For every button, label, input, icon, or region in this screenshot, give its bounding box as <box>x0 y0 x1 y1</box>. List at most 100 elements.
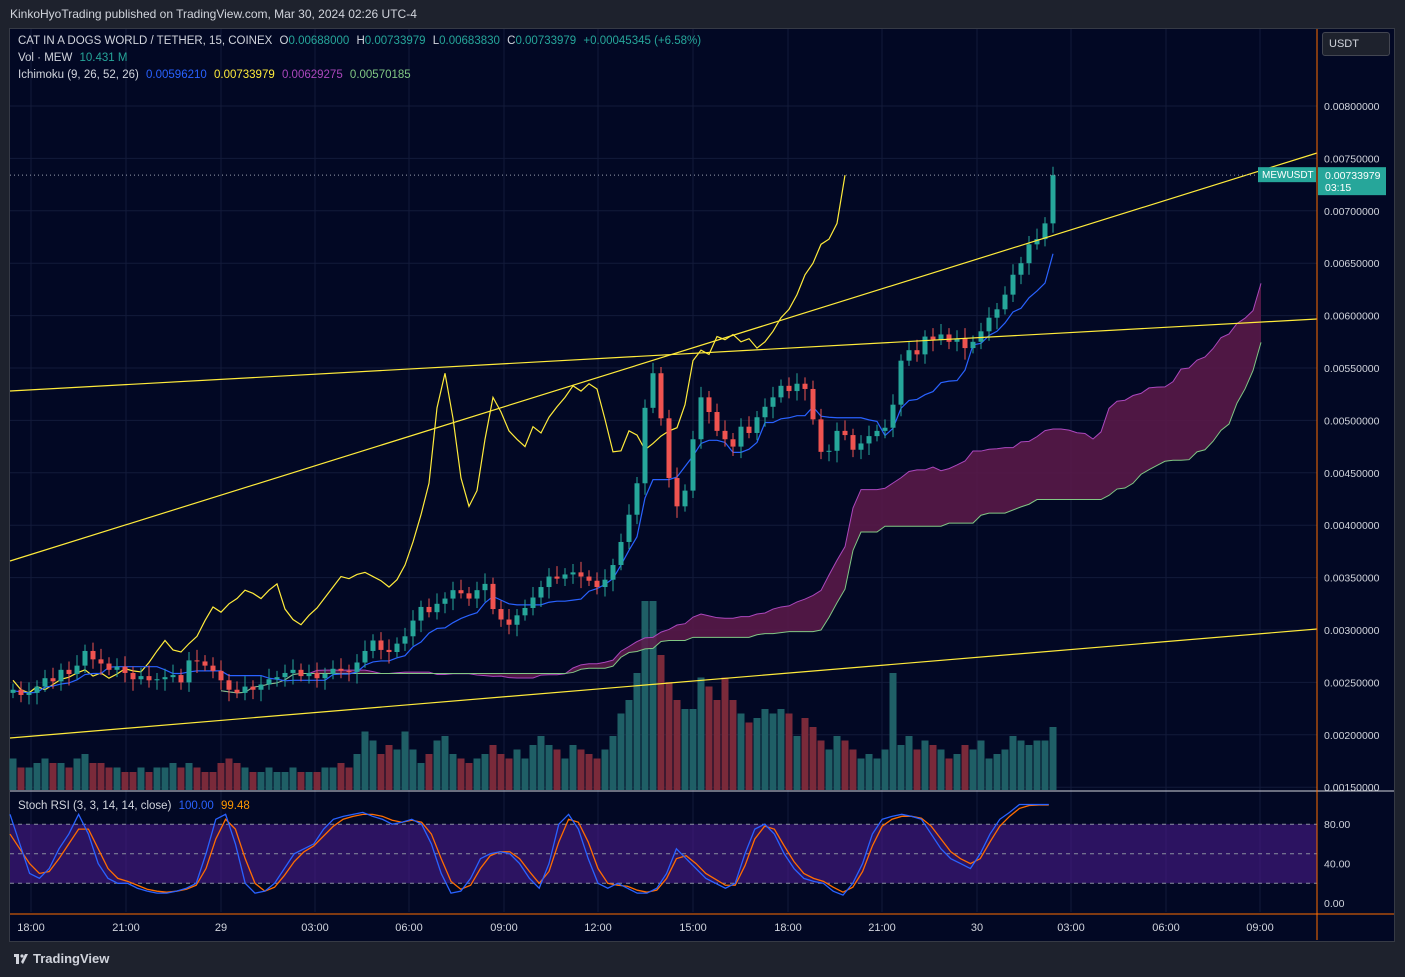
candle-body <box>186 660 192 683</box>
candle-body <box>10 689 16 693</box>
candles <box>10 166 1056 705</box>
candle-body <box>834 430 840 451</box>
volume-bar <box>289 767 297 790</box>
time-tick-label: 30 <box>971 922 983 934</box>
candle-body <box>1010 274 1016 295</box>
volume-bar <box>121 772 129 790</box>
candle-body <box>202 661 208 666</box>
conversion-line <box>12 253 1054 694</box>
volume-bar <box>849 749 857 790</box>
candle-body <box>154 679 160 681</box>
volume-bar <box>929 745 937 790</box>
candle-body <box>786 385 792 392</box>
volume-bar <box>57 763 65 790</box>
volume-bar <box>913 749 921 790</box>
stoch-legend: Stoch RSI (3, 3, 14, 14, close) 100.00 9… <box>18 800 254 812</box>
volume-bar <box>9 758 17 790</box>
candle-body <box>258 684 264 690</box>
candle-body <box>626 514 632 542</box>
footer-bar <box>0 942 1405 977</box>
candle-body <box>730 439 736 447</box>
candle-body <box>722 430 728 440</box>
volume-bar <box>937 749 945 790</box>
volume-bar <box>97 763 105 790</box>
volume-bar <box>665 682 673 790</box>
candle-body <box>426 606 432 613</box>
volume-bar <box>769 713 777 790</box>
volume-bar <box>217 763 225 790</box>
time-tick-label: 09:00 <box>1246 922 1274 934</box>
candle-body <box>522 607 528 616</box>
volume-bar <box>873 758 881 790</box>
ichimoku-legend: Ichimoku (9, 26, 52, 26) 0.00596210 0.00… <box>18 69 415 81</box>
leading-span-a <box>220 283 1262 694</box>
candle-body <box>578 572 584 577</box>
cloud-fill <box>221 283 1261 693</box>
volume-bar <box>905 736 913 790</box>
candle-body <box>930 336 936 340</box>
volume-bar <box>633 673 641 790</box>
candle-body <box>882 427 888 431</box>
candle-body <box>106 663 112 670</box>
candle-body <box>586 576 592 581</box>
volume-bar <box>209 772 217 790</box>
candle-body <box>442 598 448 604</box>
volume-bar <box>761 709 769 790</box>
price-tick-label: 0.00750000 <box>1324 153 1380 165</box>
time-tick-label: 21:00 <box>868 922 896 934</box>
candle-body <box>674 478 680 507</box>
candle-body <box>538 587 544 598</box>
candle-body <box>842 430 848 436</box>
volume-bar <box>601 749 609 790</box>
volume-bar <box>81 754 89 790</box>
volume-bar <box>457 758 465 790</box>
candle-body <box>402 636 408 644</box>
volume-bar <box>489 745 497 790</box>
price-tick-label: 0.00300000 <box>1324 625 1380 637</box>
candle-body <box>850 435 856 450</box>
candle-body <box>42 678 48 687</box>
volume-bar <box>273 772 281 790</box>
volume-bar <box>1049 727 1057 790</box>
volume-bar <box>585 754 593 790</box>
volume-bar <box>1025 745 1033 790</box>
candle-body <box>74 665 80 675</box>
price-tick-label: 0.00350000 <box>1324 573 1380 585</box>
candle-body <box>610 565 616 580</box>
volume-bar <box>321 767 329 790</box>
volume-bar <box>881 749 889 790</box>
currency-button[interactable]: USDT <box>1322 32 1390 56</box>
volume-bar <box>593 758 601 790</box>
candle-body <box>90 650 96 660</box>
volume-bar <box>73 758 81 790</box>
candle-body <box>314 672 320 679</box>
price-tick-label: 0.00650000 <box>1324 258 1380 270</box>
volume-bar <box>449 754 457 790</box>
candle-body <box>18 689 24 695</box>
volume-bar <box>137 767 145 790</box>
volume-bar <box>1017 740 1025 790</box>
candle-body <box>1042 223 1048 240</box>
volume-bar <box>313 772 321 790</box>
candle-body <box>114 666 120 670</box>
volume-bar <box>369 740 377 790</box>
volume-bar <box>865 754 873 790</box>
candle-body <box>394 643 400 653</box>
volume-bar <box>609 736 617 790</box>
candle-body <box>450 590 456 599</box>
low-value: 0.00683830 <box>439 35 500 47</box>
volume-bar <box>65 767 73 790</box>
time-tick-label: 18:00 <box>17 922 45 934</box>
volume-bar <box>265 767 273 790</box>
volume-bar <box>977 740 985 790</box>
candle-body <box>58 669 64 682</box>
candle-body <box>650 373 656 408</box>
candle-body <box>322 674 328 679</box>
volume-bar <box>249 772 257 790</box>
tradingview-logo[interactable]: TradingView <box>14 951 109 966</box>
volume-bar <box>433 740 441 790</box>
volume-bar <box>169 763 177 790</box>
ichimoku-base: 0.00733979 <box>213 69 275 81</box>
volume-bar <box>817 740 825 790</box>
